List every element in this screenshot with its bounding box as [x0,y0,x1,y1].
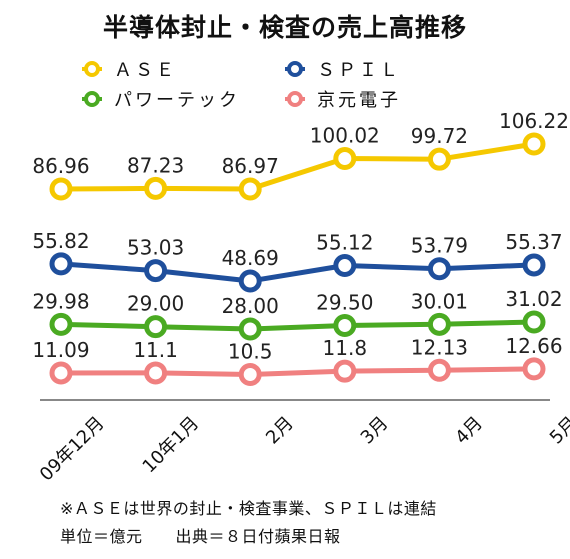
legend-marker-2 [84,91,100,107]
source-note: 単位＝億元 出典＝８日付蘋果日報 [60,527,341,546]
data-label-2-3: 29.50 [316,291,373,315]
footnote: ※ＡＳＥは世界の封止・検査事業、ＳＰＩＬは連結 [60,499,437,518]
data-label-3-3: 11.8 [323,336,368,360]
data-point-2-0 [49,312,73,336]
legend-marker-1 [287,61,303,77]
data-point-1-3 [333,254,357,278]
data-point-1-4 [427,257,451,281]
data-point-3-0 [49,361,73,385]
series-line-0 [60,141,535,192]
chart-title: 半導体封止・検査の売上高推移 [102,13,467,42]
data-label-2-0: 29.98 [32,289,89,313]
data-label-1-1: 53.03 [127,236,184,260]
data-point-2-3 [333,314,357,338]
data-point-1-1 [144,259,168,283]
x-tick-label-3: 3月 [357,413,393,449]
data-label-3-0: 11.09 [32,338,89,362]
data-label-3-1: 11.1 [133,338,178,362]
data-point-3-3 [333,359,357,383]
x-tick-label-2: 2月 [262,413,298,449]
data-label-0-3: 100.02 [310,123,380,147]
data-point-3-2 [238,363,262,386]
x-tick-label-0: 09年12月 [36,413,109,486]
data-label-1-2: 48.69 [222,246,279,270]
data-label-1-4: 53.79 [411,234,468,258]
data-label-2-4: 30.01 [411,289,468,313]
legend-label-1: ＳＰＩＬ [317,60,401,81]
data-point-0-1 [144,176,168,200]
data-point-3-1 [144,361,168,385]
x-tick-label-5: 5月 [546,413,570,449]
data-point-3-4 [427,358,451,382]
series-line-2 [60,319,535,332]
data-point-2-5 [522,310,546,334]
data-point-1-0 [49,252,73,276]
legend-marker-3 [287,91,303,107]
data-point-2-1 [144,315,168,339]
data-point-0-0 [49,177,73,201]
data-label-3-2: 10.5 [228,340,273,364]
data-label-1-3: 55.12 [316,231,373,255]
legend-marker-0 [84,61,100,77]
data-point-2-2 [238,317,262,341]
series-line-1 [60,261,535,284]
data-point-0-4 [427,147,451,171]
data-point-0-3 [333,146,357,170]
data-label-2-5: 31.02 [505,287,562,311]
x-tick-label-1: 10年1月 [139,413,204,478]
series-line-3 [60,366,535,377]
data-label-0-1: 87.23 [127,153,184,177]
data-point-3-5 [522,357,546,381]
legend-label-0: ＡＳＥ [114,60,177,81]
data-point-1-5 [522,253,546,277]
data-label-2-1: 29.00 [127,292,184,316]
data-label-3-5: 12.66 [505,334,562,358]
data-label-0-4: 99.72 [411,124,468,148]
data-label-3-4: 12.13 [411,335,468,359]
data-point-0-5 [522,132,546,156]
data-label-0-5: 106.22 [499,109,569,133]
data-point-1-2 [238,269,262,293]
data-point-2-4 [427,312,451,336]
data-label-1-5: 55.37 [505,230,562,254]
x-tick-label-4: 4月 [451,413,487,449]
data-label-2-2: 28.00 [222,294,279,318]
data-label-0-2: 86.97 [222,154,279,178]
legend-label-2: パワーテック [114,90,240,111]
data-label-0-0: 86.96 [32,154,89,178]
data-label-1-0: 55.82 [32,229,89,253]
data-point-0-2 [238,177,262,201]
legend-label-3: 京元電子 [317,90,401,111]
